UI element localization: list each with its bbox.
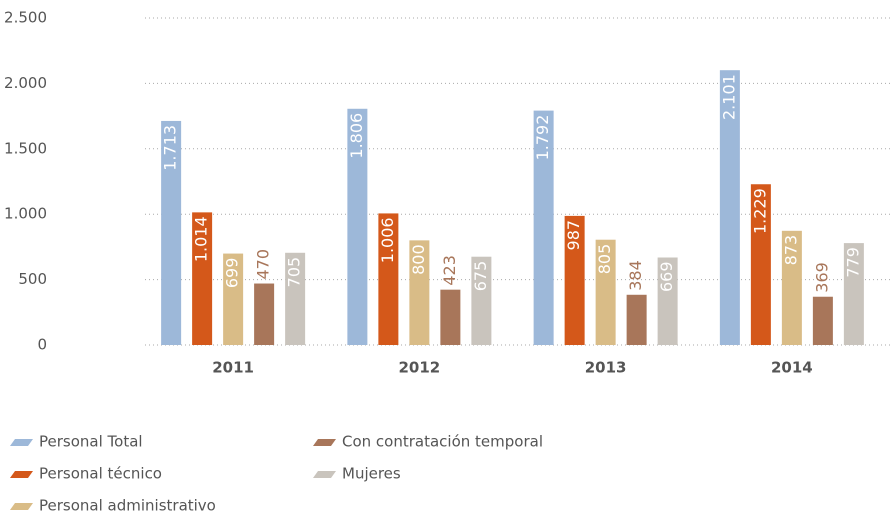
legend-swatch: [313, 439, 336, 446]
data-label: 1.713: [161, 125, 180, 171]
data-label: 1.006: [378, 217, 397, 263]
bar: [192, 212, 213, 345]
legend-label: Con contratación temporal: [342, 433, 543, 451]
bar: [161, 120, 182, 345]
data-label: 1.014: [192, 216, 211, 262]
bar: [564, 215, 585, 345]
legend-swatch: [10, 439, 33, 446]
x-tick-label: 2013: [585, 359, 627, 377]
data-label: 705: [285, 257, 304, 288]
data-label: 669: [657, 261, 676, 292]
bar: [719, 70, 740, 345]
bar: [843, 243, 864, 345]
data-label: 779: [843, 247, 862, 278]
data-label: 384: [626, 260, 645, 291]
bar: [533, 110, 554, 345]
data-label: 2.101: [719, 74, 738, 120]
bar: [285, 252, 306, 345]
bar: [750, 184, 771, 345]
y-tick-label: 2.000: [4, 74, 47, 92]
bar: [471, 256, 492, 345]
legend-label: Personal administrativo: [39, 497, 216, 515]
y-tick-label: 0: [37, 336, 47, 354]
y-tick-label: 2.500: [4, 9, 47, 27]
x-tick-label: 2014: [771, 359, 813, 377]
y-tick-label: 1.500: [4, 139, 47, 157]
bar: [409, 240, 430, 345]
x-tick-label: 2012: [399, 359, 441, 377]
data-label: 423: [440, 255, 459, 286]
data-label: 699: [223, 258, 242, 289]
y-tick-label: 500: [18, 270, 47, 288]
bar: [378, 213, 399, 345]
legend-label: Mujeres: [342, 465, 401, 483]
data-label: 805: [595, 244, 614, 275]
data-label: 987: [564, 220, 583, 251]
data-label: 470: [254, 249, 273, 280]
legend-label: Personal técnico: [39, 465, 162, 483]
legend-swatch: [10, 471, 33, 478]
data-label: 675: [471, 261, 490, 292]
bar: [812, 296, 833, 345]
y-tick-label: 1.000: [4, 205, 47, 223]
legend-label: Personal Total: [39, 433, 143, 451]
bar: [254, 283, 275, 345]
data-label: 1.229: [750, 188, 769, 234]
data-label: 1.792: [533, 115, 552, 161]
bar: [781, 230, 802, 345]
legend-swatch: [313, 471, 336, 478]
data-label: 873: [781, 235, 800, 266]
bar: [626, 294, 647, 345]
x-tick-label: 2011: [212, 359, 254, 377]
bar: [223, 253, 244, 345]
bar: [657, 257, 678, 345]
bar: [595, 239, 616, 345]
data-label: 369: [812, 262, 831, 293]
bar: [440, 289, 461, 345]
bar: [347, 108, 368, 345]
data-label: 1.806: [347, 113, 366, 159]
legend-swatch: [10, 503, 33, 510]
data-label: 800: [409, 244, 428, 275]
